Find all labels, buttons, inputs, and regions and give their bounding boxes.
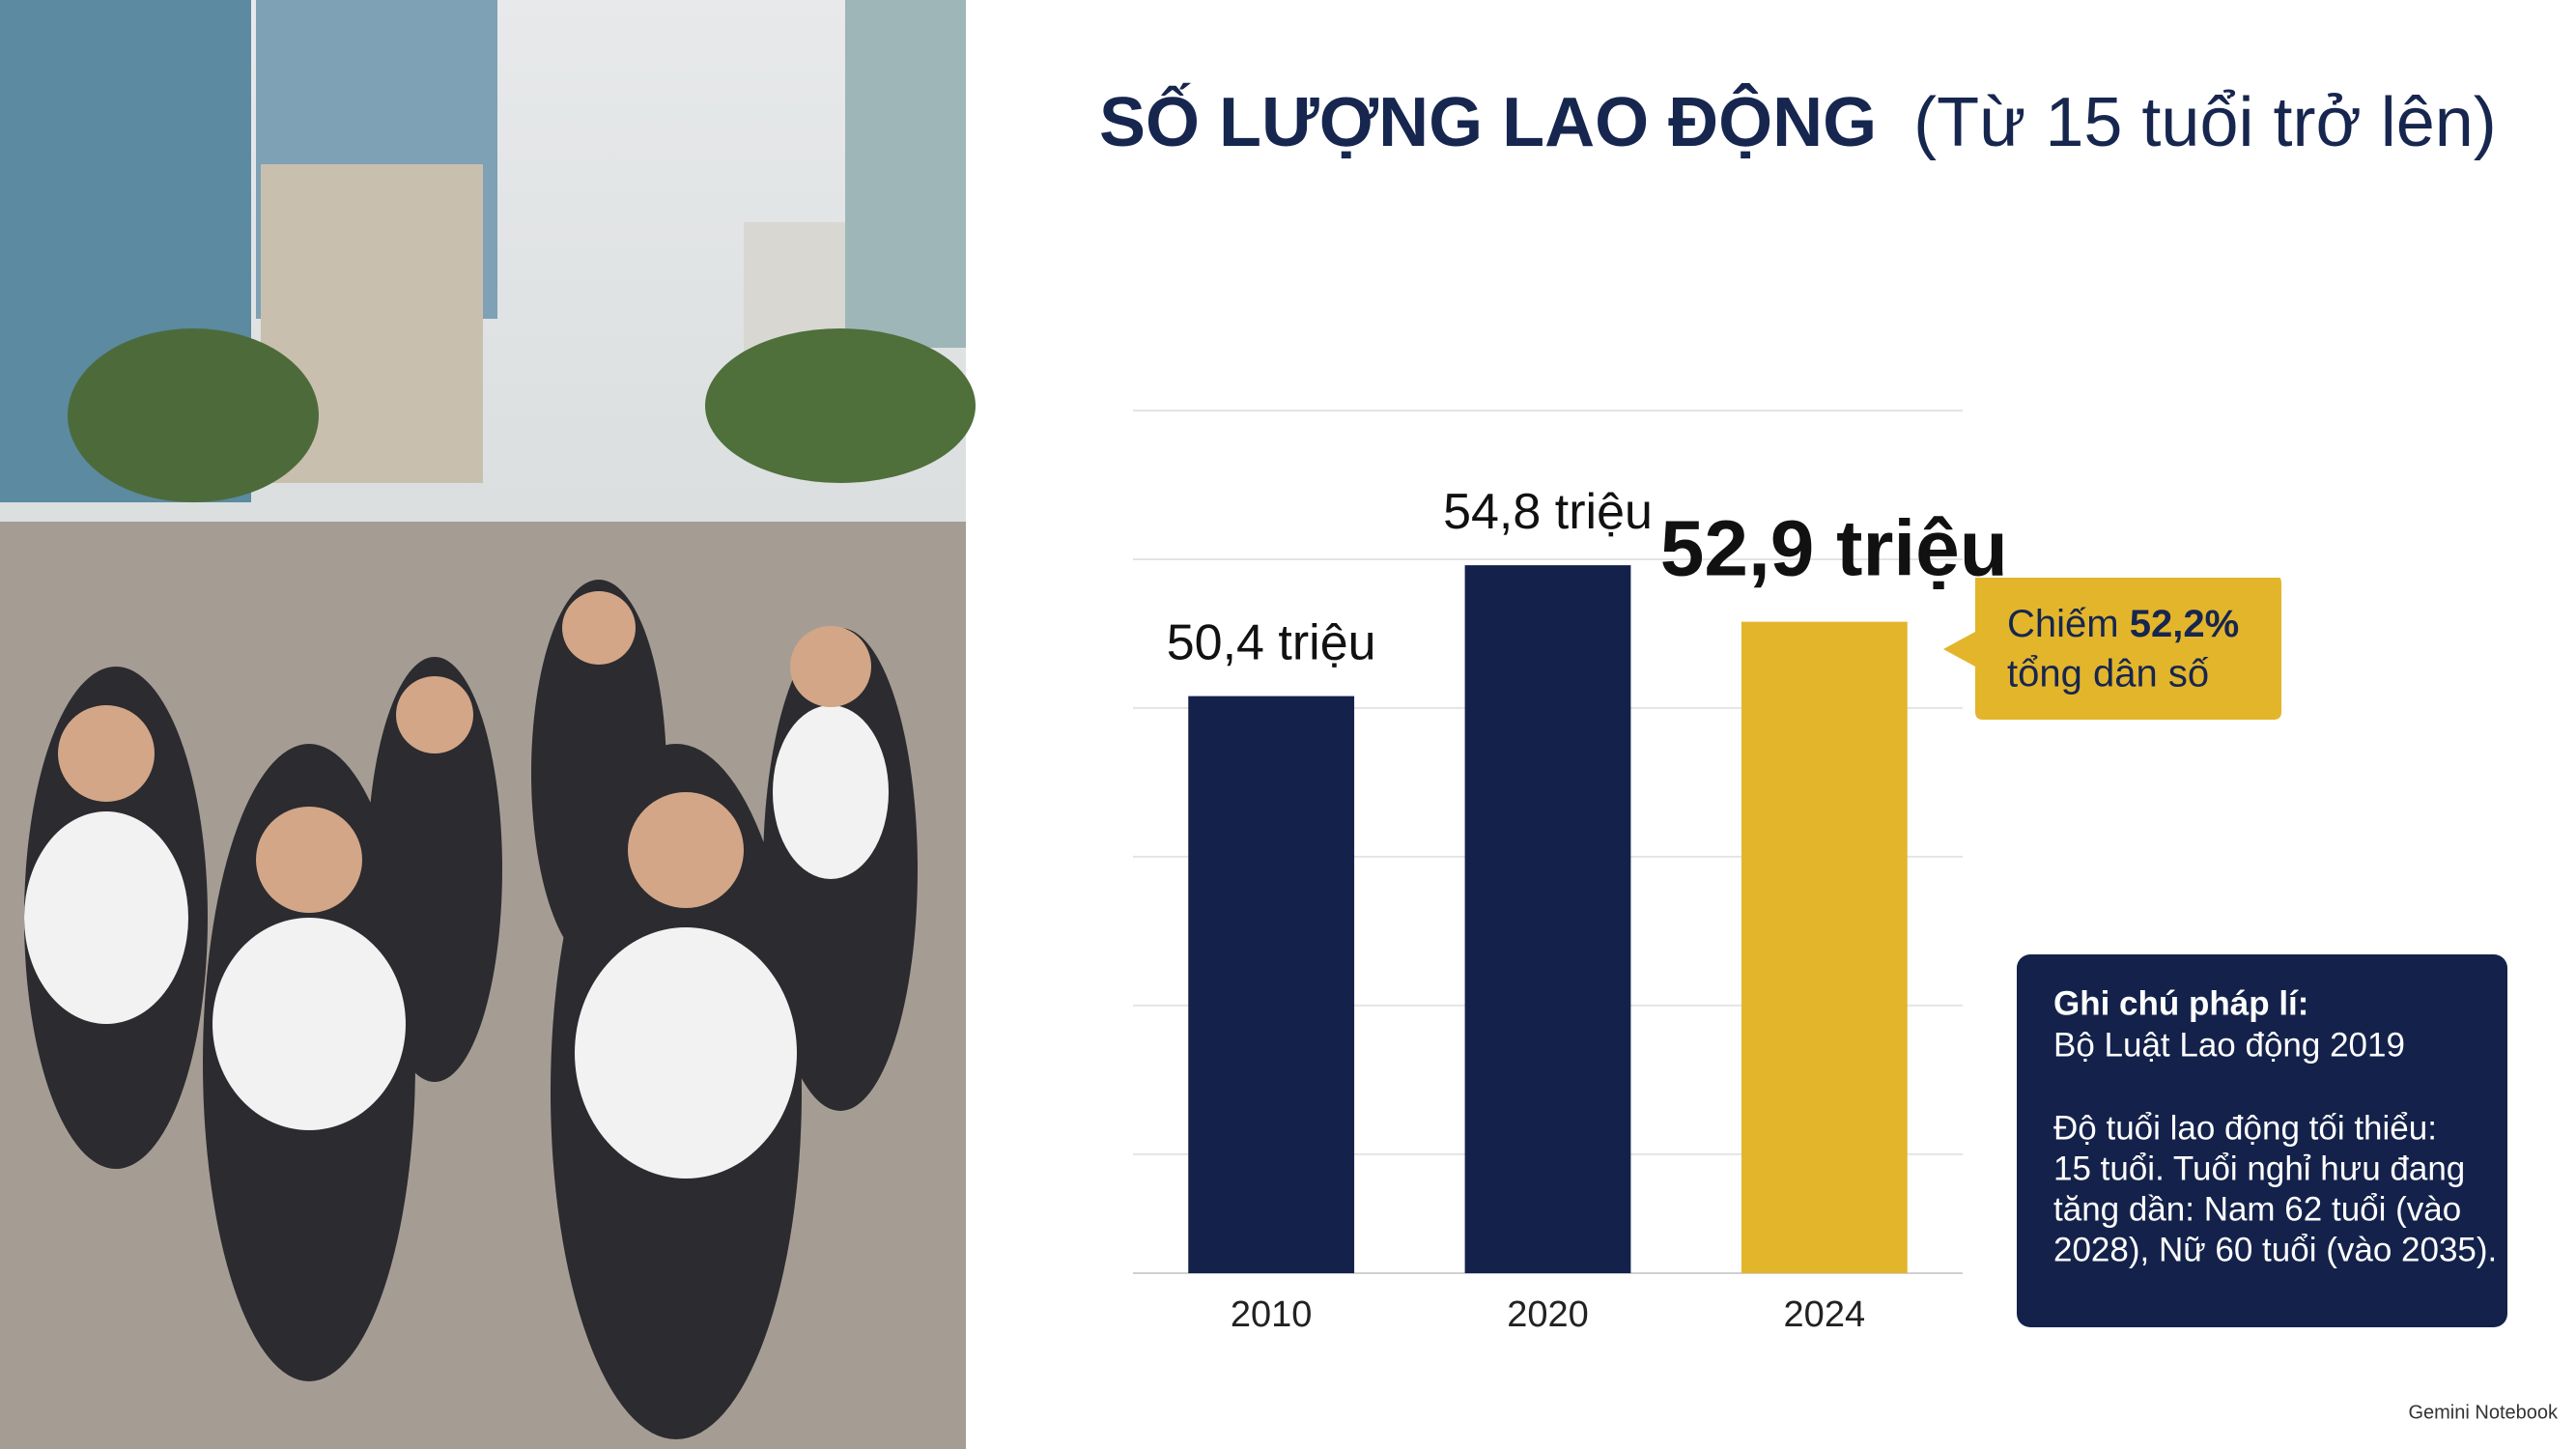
footer: Gemini Notebook — [2408, 1402, 2559, 1423]
photo — [0, 0, 976, 1449]
chart-title: SỐ LƯỢNG LAO ĐỘNG (Từ 15 tuổi trở lên) — [1099, 82, 2497, 161]
value-label: 54,8 triệu — [1443, 484, 1653, 540]
callout-suffix: tổng dân số — [2007, 653, 2209, 696]
note-line: tăng dần: Nam 62 tuổi (vào — [2053, 1190, 2461, 1228]
callout: Chiếm 52,2% tổng dân số — [1943, 578, 2281, 720]
note-line: 15 tuổi. Tuổi nghỉ hưu đang — [2053, 1150, 2465, 1187]
note-box: Ghi chú pháp lí: Bộ Luật Lao động 2019 — [2017, 954, 2507, 1327]
callout-line1: Chiếm 52,2% — [2007, 603, 2239, 645]
callout-prefix: Chiếm — [2007, 603, 2119, 645]
x-tick-label: 2024 — [1784, 1294, 1866, 1335]
note-line: Độ tuổi lao động tối thiểu: — [2053, 1109, 2437, 1147]
note-line: 2028), Nữ 60 tuổi (vào 2035). — [2053, 1231, 2497, 1268]
value-label: 50,4 triệu — [1167, 614, 1376, 670]
subtitle: (Từ 15 tuổi trở lên) — [1913, 84, 2497, 161]
callout-highlight: 52,2% — [2130, 603, 2239, 645]
x-tick-label: 2020 — [1507, 1294, 1589, 1335]
bar — [1741, 621, 1908, 1273]
bar — [1464, 565, 1631, 1273]
title-main: SỐ LƯỢNG LAO ĐỘNG — [1099, 82, 1877, 161]
bar — [1188, 696, 1355, 1273]
x-tick-label: 2010 — [1231, 1294, 1313, 1335]
note-title: Ghi chú pháp lí: — [2053, 984, 2308, 1022]
value-label: 52,9 triệu — [1660, 504, 2008, 592]
note-law: Bộ Luật Lao động 2019 — [2053, 1026, 2405, 1064]
